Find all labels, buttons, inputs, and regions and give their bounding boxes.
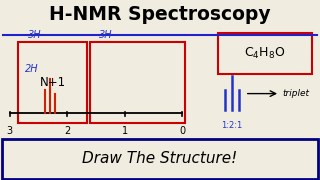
Text: 3: 3: [6, 126, 13, 136]
Text: 2H: 2H: [25, 64, 38, 74]
Text: Draw The Structure!: Draw The Structure!: [82, 151, 238, 166]
Text: C$_4$H$_8$O: C$_4$H$_8$O: [244, 46, 285, 61]
Text: 3H: 3H: [28, 30, 41, 40]
Text: 2: 2: [64, 126, 70, 136]
Text: 0: 0: [179, 126, 186, 136]
Text: triplet: triplet: [282, 89, 309, 98]
Text: H-NMR Spectroscopy: H-NMR Spectroscopy: [49, 5, 271, 24]
Text: 1: 1: [122, 126, 128, 136]
Text: N+1: N+1: [40, 76, 66, 89]
Text: 3H: 3H: [99, 30, 113, 40]
Text: 1:2:1: 1:2:1: [221, 122, 243, 130]
